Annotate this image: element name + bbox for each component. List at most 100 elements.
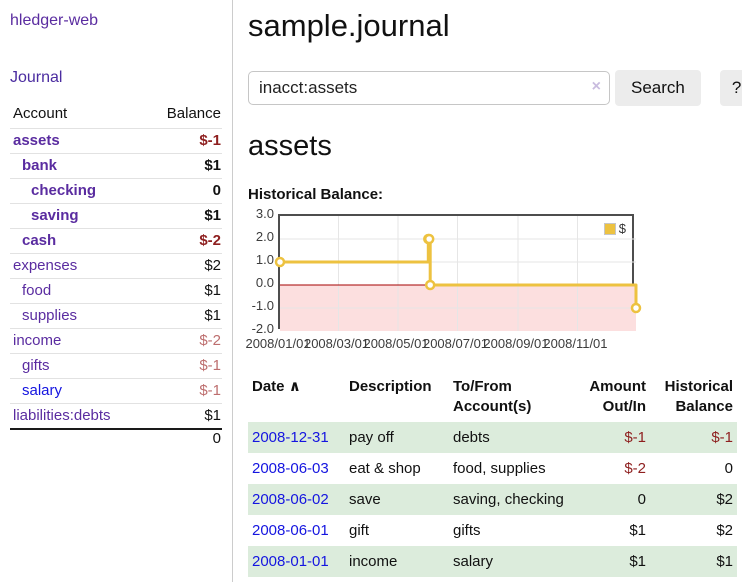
accounts-total-row: 0 <box>10 428 222 447</box>
sidebar-item-journal[interactable]: Journal <box>10 69 63 86</box>
sort-ascending-icon: ∧ <box>288 378 301 395</box>
accounts-table: Account Balance assets $-1 bank $1 checking 0… <box>10 100 222 447</box>
account-link[interactable]: assets <box>13 132 60 149</box>
account-link[interactable]: gifts <box>22 357 50 374</box>
account-row: saving $1 <box>10 203 222 229</box>
account-row: cash $-2 <box>10 228 222 254</box>
account-balance: $1 <box>146 303 222 329</box>
account-link[interactable]: income <box>13 332 62 349</box>
register-header-accounts: To/From Account(s) <box>453 378 532 416</box>
transaction-date-link[interactable]: 2008-01-01 <box>252 552 329 570</box>
register-row: 2008-12-31 pay off debts $-1 $-1 <box>248 421 737 453</box>
x-axis-tick-label: 2008/05/01 <box>363 336 429 351</box>
account-link[interactable]: checking <box>31 182 97 199</box>
main-content: sample.journal × Search ? assets Histori… <box>234 0 742 577</box>
account-link[interactable]: bank <box>22 157 58 174</box>
account-row: expenses $2 <box>10 253 222 279</box>
accounts-total-spacer <box>10 428 147 447</box>
register-row: 2008-06-01 gift gifts $1 $2 <box>248 515 737 546</box>
account-link[interactable]: expenses <box>13 257 78 274</box>
page-title: sample.journal <box>248 8 450 43</box>
chart-title: Historical Balance: <box>248 186 384 203</box>
x-axis-tick-label: 2008/07/01 <box>422 336 489 351</box>
transaction-date-link[interactable]: 2008-06-03 <box>252 459 329 477</box>
chart-legend: $ <box>601 220 628 237</box>
transaction-date-link[interactable]: 2008-12-31 <box>252 428 329 446</box>
y-axis-tick-label: 0.0 <box>255 275 274 290</box>
account-row: gifts $-1 <box>10 353 222 379</box>
legend-label: $ <box>618 221 626 236</box>
chart-canvas <box>274 216 642 331</box>
account-balance: $1 <box>146 278 222 304</box>
account-balance: $-1 <box>146 128 222 154</box>
x-axis-tick-label: 2008/03/01 <box>303 336 370 351</box>
transaction-accounts: debts <box>453 428 490 446</box>
account-row: salary $-1 <box>10 378 222 404</box>
transaction-amount: $1 <box>629 552 646 570</box>
account-row: supplies $1 <box>10 303 222 329</box>
transaction-description: eat & shop <box>349 459 421 477</box>
search-button[interactable]: Search <box>615 70 701 106</box>
account-link[interactable]: liabilities:debts <box>13 407 111 424</box>
transaction-balance: 0 <box>724 459 733 477</box>
account-balance: $1 <box>146 153 222 179</box>
transaction-date-link[interactable]: 2008-06-02 <box>252 490 329 508</box>
search-input[interactable] <box>248 71 610 105</box>
transaction-accounts: salary <box>453 552 494 570</box>
transaction-amount: 0 <box>637 490 646 508</box>
chart-plot-area: $ <box>274 214 642 331</box>
transaction-balance: $2 <box>716 521 733 539</box>
transaction-date-link[interactable]: 2008-06-01 <box>252 521 329 539</box>
account-balance: $-2 <box>146 328 222 354</box>
legend-swatch-icon <box>603 222 616 235</box>
x-axis-tick-label: 2008/09/01 <box>483 336 549 351</box>
app-title-link[interactable]: hledger-web <box>10 12 99 29</box>
account-balance: $-1 <box>146 378 222 404</box>
y-axis-tick-label: 2.0 <box>255 229 274 244</box>
transaction-balance: $-1 <box>711 428 733 446</box>
transaction-amount: $1 <box>629 521 646 539</box>
accounts-total-value: 0 <box>146 428 222 447</box>
account-link[interactable]: food <box>22 282 52 299</box>
account-row: bank $1 <box>10 153 222 179</box>
search-form: × Search ? <box>248 70 742 106</box>
x-axis-tick-label: 2008/01/01 <box>245 336 311 351</box>
clear-search-icon[interactable]: × <box>591 78 601 95</box>
account-link[interactable]: supplies <box>22 307 78 324</box>
transaction-description: gift <box>349 521 370 539</box>
register-table-body: 2008-12-31 pay off debts $-1 $-1 2008-06-03 ea… <box>248 421 737 577</box>
account-link[interactable]: cash <box>22 232 57 249</box>
account-balance: $-1 <box>146 353 222 379</box>
y-axis-tick-label: 3.0 <box>255 206 274 221</box>
balance-chart: $ 3.0 2.0 1.0 0.0 -1.0 -2.0 2008/01/01 2008/03… <box>245 206 734 361</box>
register-row: 2008-06-02 save saving, checking 0 $2 <box>248 483 737 515</box>
account-row: liabilities:debts $1 <box>10 403 222 429</box>
transaction-description: pay off <box>349 428 394 446</box>
register-row: 2008-06-03 eat & shop food, supplies $-2 0 <box>248 453 737 484</box>
register-table: Date ∧ Description To/From Account(s) Am… <box>248 374 737 577</box>
register-header-balance: Historical Balance <box>664 378 733 416</box>
register-header-description: Description <box>349 378 432 395</box>
transaction-description: income <box>349 552 398 570</box>
account-balance: 0 <box>146 178 222 204</box>
register-row: 2008-01-01 income salary $1 $1 <box>248 545 737 577</box>
account-row: assets $-1 <box>10 128 222 154</box>
transaction-accounts: gifts <box>453 521 481 539</box>
account-row: checking 0 <box>10 178 222 204</box>
account-balance: $1 <box>146 203 222 229</box>
accounts-header-account: Account <box>13 105 68 122</box>
y-axis-tick-label: -2.0 <box>251 321 274 336</box>
x-axis-tick-label: 2008/11/01 <box>543 336 608 351</box>
transaction-balance: $2 <box>716 490 733 508</box>
y-axis-tick-label: 1.0 <box>255 252 274 267</box>
account-row: food $1 <box>10 278 222 304</box>
register-header-date[interactable]: Date ∧ <box>252 378 301 395</box>
accounts-header-balance: Balance <box>166 105 221 122</box>
transaction-balance: $1 <box>716 552 733 570</box>
account-balance: $-2 <box>146 228 222 254</box>
account-link[interactable]: saving <box>31 207 79 224</box>
transaction-description: save <box>349 490 381 508</box>
account-link[interactable]: salary <box>22 382 63 399</box>
transaction-accounts: food, supplies <box>453 459 546 477</box>
help-button[interactable]: ? <box>719 70 742 106</box>
